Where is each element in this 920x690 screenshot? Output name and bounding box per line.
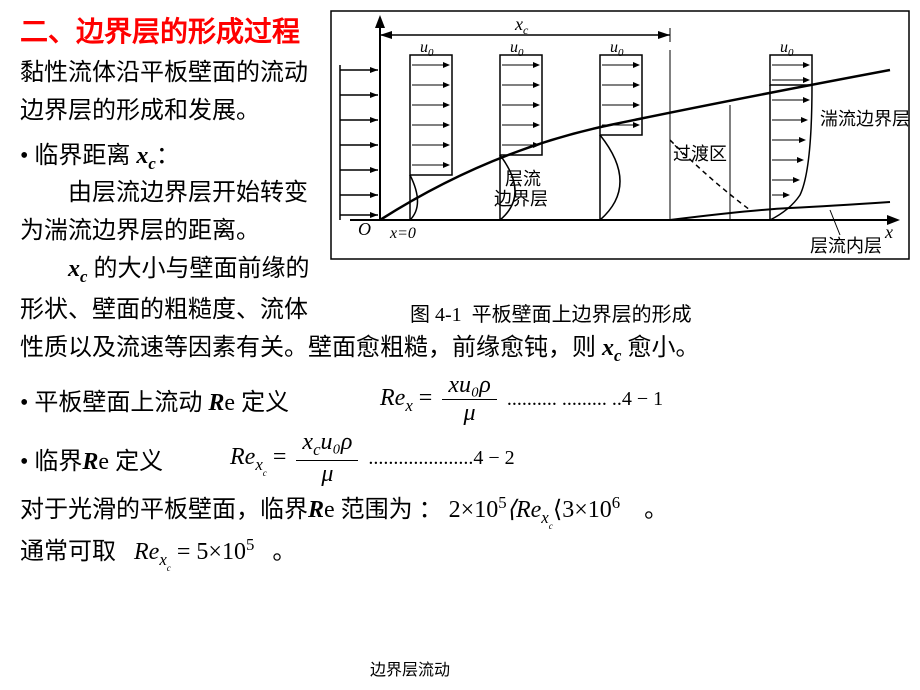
f1-dots: .......... ......... ..4 − 1 xyxy=(507,388,663,410)
figure-caption: 图 4-1 平板壁面上边界层的形成 xyxy=(410,298,692,327)
colon: ： xyxy=(156,143,180,169)
usual-subsub: c xyxy=(167,563,171,573)
range-l-exp: 5 xyxy=(498,493,506,512)
label-transition: 过渡区 xyxy=(673,144,727,164)
f1-sub: x xyxy=(405,396,412,415)
label-turbulent: 湍流边界层 xyxy=(820,109,910,129)
f2-subsub: c xyxy=(263,468,267,478)
range-r-exp: 6 xyxy=(612,493,620,512)
xc-line-a: 的大小与壁面前缘的 xyxy=(87,256,309,282)
p-transition: 由层流边界层开始转变 xyxy=(20,174,340,212)
p-xc-factors-c: 性质以及流速等因素有关。壁面愈粗糙，前缘愈钝，则 xc 愈小。 xyxy=(20,329,900,370)
b2-text: 平板壁面上流动 xyxy=(34,390,208,416)
var-x: x xyxy=(136,143,148,169)
label-laminar: 层流 xyxy=(505,169,541,189)
var-x2: x xyxy=(68,256,80,282)
period-2: 。 xyxy=(272,539,296,565)
boundary-layer-diagram: O x=0 x xc u0 u0 xyxy=(330,10,910,260)
p-viscous-flow: 黏性流体沿平板壁面的流动 xyxy=(20,54,340,92)
smooth-b: e 范围为 ： xyxy=(324,497,443,523)
label-origin: O xyxy=(358,219,371,239)
var-xc: xc xyxy=(136,143,155,169)
usual-label: 通常可取 xyxy=(20,539,116,565)
b3-text: 临界 xyxy=(34,449,82,475)
b2-re2: e 定义 xyxy=(224,390,289,416)
f1-lhs: Re xyxy=(380,385,405,411)
usual-lhs: Re xyxy=(134,539,159,565)
xc-line-c1: 性质以及流速等因素有关。壁面愈粗糙，前缘愈钝，则 xyxy=(20,335,602,361)
p-smooth-range: 对于光滑的平板壁面，临界Re 范围为 ： 2×105⟨Rexc⟨3×106 。 xyxy=(20,490,900,532)
bullet-critical-distance: • 临界距离 xc： xyxy=(20,135,340,174)
f2-sub: x xyxy=(255,455,262,474)
b2-re: R xyxy=(208,390,224,416)
range-m-subsub: c xyxy=(549,521,553,531)
f2-num-sub: c xyxy=(313,440,320,459)
b1-label: 临界距离 xyxy=(34,143,136,169)
label-x0: x=0 xyxy=(389,225,416,242)
xc-line-c2: 愈小。 xyxy=(621,335,699,361)
smooth-a: 对于光滑的平板壁面，临界 xyxy=(20,497,308,523)
period-1: 。 xyxy=(644,497,668,523)
f2-lhs: Re xyxy=(230,444,255,470)
f2-num2: u₀ρ xyxy=(321,429,353,455)
p-xc-factors-b: 形状、壁面的粗糙度、流体 xyxy=(20,291,340,329)
range-l: 2×10 xyxy=(449,497,499,523)
label-xaxis: x xyxy=(884,222,893,242)
fig-no: 图 4-1 xyxy=(410,304,462,326)
intro-text-block: 黏性流体沿平板壁面的流动 边界层的形成和发展。 • 临界距离 xc： 由层流边界… xyxy=(20,54,340,329)
p-turbulent-dist: 为湍流边界层的距离。 xyxy=(20,212,340,250)
f1-num: xu₀ρ xyxy=(448,372,491,398)
fig-text: 平板壁面上边界层的形成 xyxy=(472,304,692,326)
p-xc-factors-a: xc 的大小与壁面前缘的 xyxy=(20,250,340,291)
p-boundary-dev: 边界层的形成和发展。 xyxy=(20,92,340,130)
range-m: ⟨Re xyxy=(507,497,542,523)
range-m2: ⟨3×10 xyxy=(553,497,612,523)
f1-den: μ xyxy=(464,400,476,426)
formula-4-1: Rex = xu₀ρ μ .......... ......... ..4 − … xyxy=(380,372,663,427)
label-laminar2: 边界层 xyxy=(494,189,548,209)
usual-exp: 5 xyxy=(246,535,254,554)
b3-re: R xyxy=(82,449,98,475)
label-sublayer: 层流内层 xyxy=(810,236,882,256)
usual-eq: = 5×10 xyxy=(171,539,246,565)
var-x3: x xyxy=(602,335,614,361)
formula-4-2: Rexc = xcu₀ρ μ .....................4 − … xyxy=(230,429,515,488)
usual-sub: x xyxy=(159,550,166,569)
footer-label: 边界层流动 xyxy=(370,656,450,680)
range-m-sub: x xyxy=(541,508,548,527)
f2-num: x xyxy=(302,429,313,455)
f2-dots: .....................4 − 2 xyxy=(368,447,514,469)
b3-re2: e 定义 xyxy=(98,449,163,475)
bullet-re-definition: • 平板壁面上流动 Re 定义 Rex = xu₀ρ μ .......... … xyxy=(20,372,900,427)
bullet-critical-re: • 临界Re 定义 Rexc = xcu₀ρ μ ...............… xyxy=(20,429,900,488)
var-x-sub: c xyxy=(148,154,155,173)
p-usual-value: 通常可取 Rexc = 5×105 。 xyxy=(20,532,900,574)
f2-den: μ xyxy=(321,461,333,487)
diagram-svg: O x=0 x xc u0 u0 xyxy=(330,10,910,260)
